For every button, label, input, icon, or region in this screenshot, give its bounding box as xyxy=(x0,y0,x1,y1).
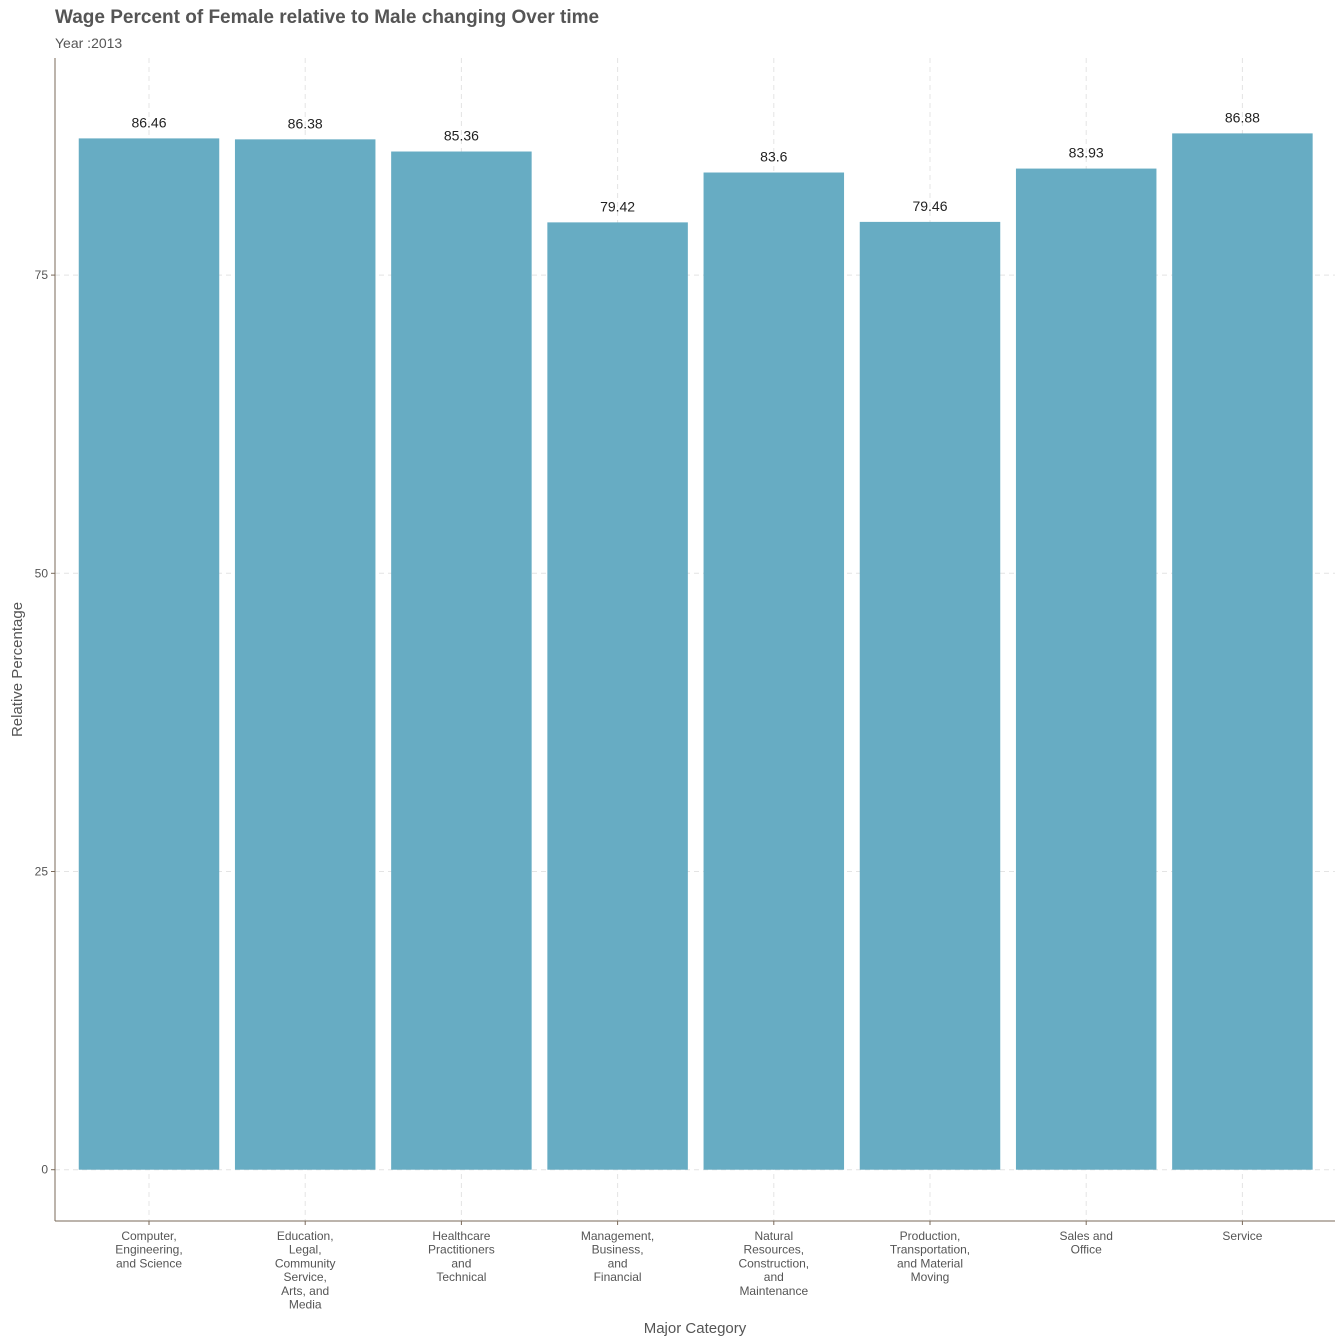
x-tick-label: Healthcare Practitioners and Technical xyxy=(428,1229,495,1284)
bars xyxy=(78,133,1313,1170)
x-tick-label: Education, Legal, Community Service, Arts, a… xyxy=(275,1229,336,1312)
x-axis-title: Major Category xyxy=(644,1320,747,1337)
bar xyxy=(1172,133,1313,1170)
bar xyxy=(391,151,532,1170)
bar xyxy=(78,138,220,1170)
x-tick-label: Natural Resources, Construction, and Mainten… xyxy=(738,1229,809,1298)
bar-value-label: 86.38 xyxy=(288,115,323,131)
bar-value-label: 83.93 xyxy=(1069,145,1104,161)
bar-value-label: 86.46 xyxy=(131,114,166,130)
y-tick-label: 75 xyxy=(35,268,49,282)
y-tick-label: 25 xyxy=(35,865,49,879)
bar-value-label: 79.42 xyxy=(600,198,635,214)
bar-value-label: 85.36 xyxy=(444,128,479,144)
chart-title: Wage Percent of Female relative to Male … xyxy=(55,7,599,28)
chart-subtitle: Year :2013 xyxy=(55,35,122,51)
y-ticks: 0 25 50 75 xyxy=(35,268,55,1177)
bar-value-label: 86.88 xyxy=(1225,109,1260,125)
y-axis-title: Relative Percentage xyxy=(9,602,26,737)
bar xyxy=(234,139,376,1170)
x-ticks: Computer, Engineering, and Science Educatio… xyxy=(115,1221,1263,1312)
bar xyxy=(547,222,688,1170)
bar-value-label: 83.6 xyxy=(760,149,787,165)
x-tick-label: Computer, Engineering, and Science xyxy=(115,1229,182,1270)
y-tick-label: 0 xyxy=(41,1163,48,1177)
x-tick-label: Service xyxy=(1222,1229,1262,1243)
bar xyxy=(1015,168,1157,1170)
x-tick-label: Management, Business, and Financial xyxy=(581,1229,654,1284)
x-tick-label: Sales and Office xyxy=(1060,1229,1113,1257)
bar-value-label: 79.46 xyxy=(912,198,947,214)
bar xyxy=(859,221,1001,1170)
bar xyxy=(703,172,845,1170)
y-tick-label: 50 xyxy=(35,566,49,580)
x-tick-label: Production, Transportation, and Material Mo… xyxy=(890,1229,970,1284)
data-labels: 86.46 86.38 85.36 79.42 83.6 79.46 83.93 86.88 xyxy=(131,109,1260,214)
